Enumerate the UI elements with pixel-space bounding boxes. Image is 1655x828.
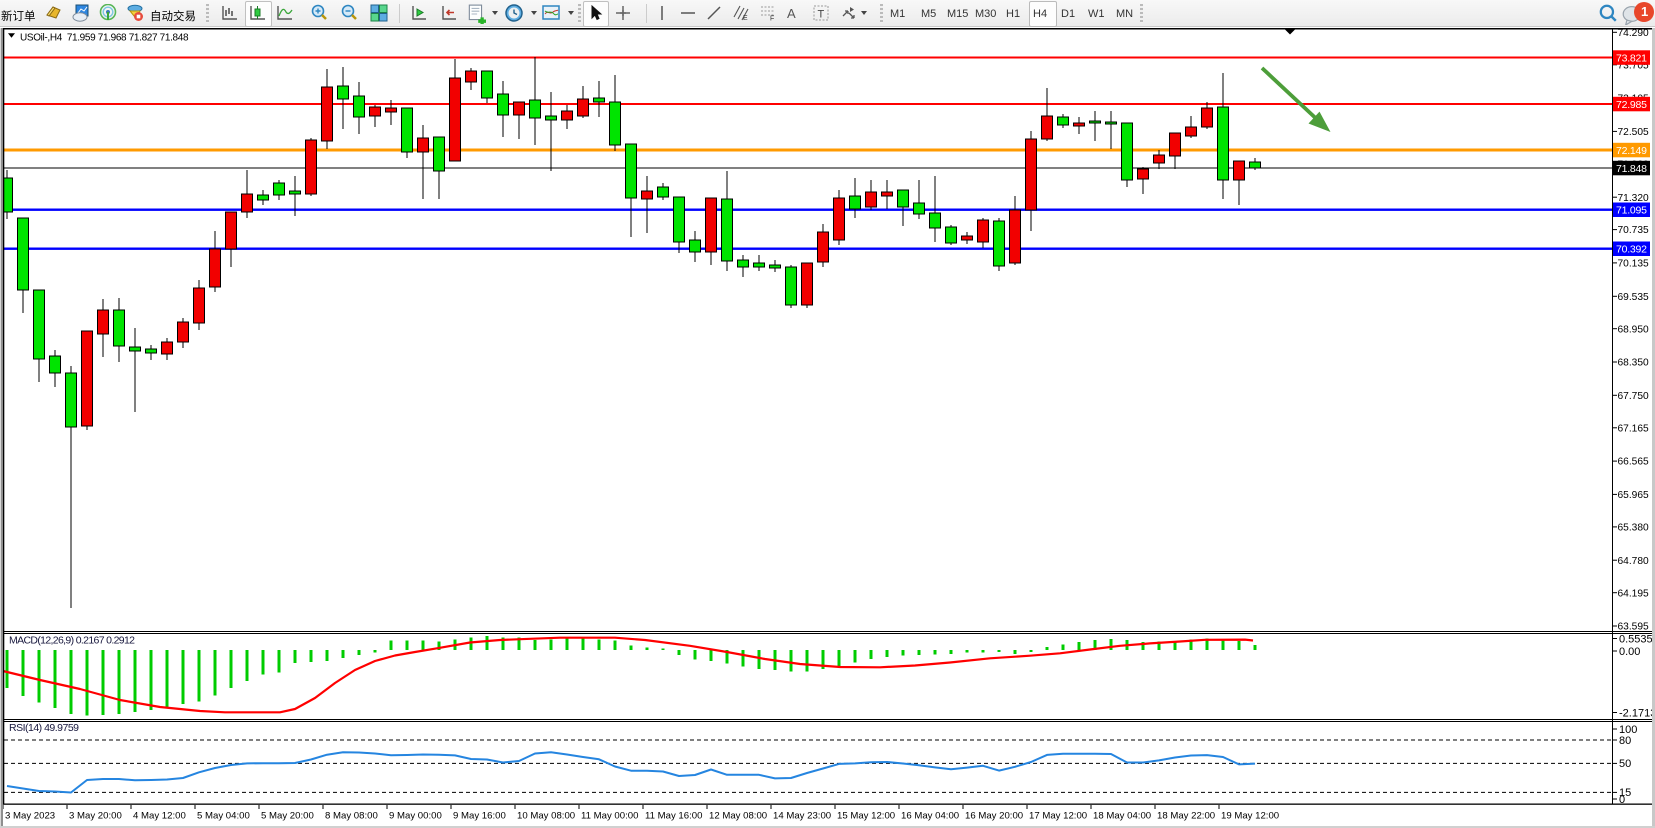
svg-text:72.985: 72.985 bbox=[1616, 99, 1647, 111]
svg-text:63.595: 63.595 bbox=[1618, 622, 1649, 633]
svg-text:100: 100 bbox=[1619, 724, 1637, 736]
svg-text:0.5535: 0.5535 bbox=[1619, 633, 1653, 645]
svg-text:71.320: 71.320 bbox=[1618, 193, 1649, 204]
svg-text:4 May 12:00: 4 May 12:00 bbox=[133, 811, 186, 822]
svg-text:73.821: 73.821 bbox=[1616, 52, 1647, 64]
svg-text:72.149: 72.149 bbox=[1616, 145, 1647, 157]
svg-text:9 May 16:00: 9 May 16:00 bbox=[453, 811, 506, 822]
svg-text:3 May 2023: 3 May 2023 bbox=[5, 811, 55, 822]
svg-text:11 May 00:00: 11 May 00:00 bbox=[581, 811, 638, 822]
svg-text:12 May 08:00: 12 May 08:00 bbox=[709, 811, 767, 822]
svg-text:0: 0 bbox=[1619, 794, 1625, 806]
svg-text:70.392: 70.392 bbox=[1616, 244, 1647, 256]
svg-text:14 May 23:00: 14 May 23:00 bbox=[773, 811, 831, 822]
svg-text:F: F bbox=[770, 16, 774, 23]
svg-text:15: 15 bbox=[1619, 787, 1631, 799]
svg-text:68.350: 68.350 bbox=[1618, 358, 1649, 369]
svg-text:64.780: 64.780 bbox=[1618, 556, 1649, 567]
svg-text:71.095: 71.095 bbox=[1616, 205, 1647, 217]
svg-text:10 May 08:00: 10 May 08:00 bbox=[517, 811, 575, 822]
svg-text:73.705: 73.705 bbox=[1618, 60, 1649, 71]
svg-text:18 May 22:00: 18 May 22:00 bbox=[1157, 811, 1215, 822]
svg-text:E: E bbox=[743, 15, 748, 22]
svg-text:67.750: 67.750 bbox=[1618, 391, 1649, 402]
svg-text:3 May 20:00: 3 May 20:00 bbox=[69, 811, 122, 822]
svg-text:18 May 04:00: 18 May 04:00 bbox=[1093, 811, 1151, 822]
svg-text:69.535: 69.535 bbox=[1618, 292, 1649, 303]
svg-text:16 May 04:00: 16 May 04:00 bbox=[901, 811, 959, 822]
svg-text:16 May 20:00: 16 May 20:00 bbox=[965, 811, 1023, 822]
svg-text:17 May 12:00: 17 May 12:00 bbox=[1029, 811, 1087, 822]
svg-text:72.505: 72.505 bbox=[1618, 127, 1649, 138]
svg-text:74.290: 74.290 bbox=[1618, 28, 1649, 39]
svg-text:T: T bbox=[818, 9, 825, 21]
svg-text:5 May 04:00: 5 May 04:00 bbox=[197, 811, 250, 822]
svg-text:9 May 00:00: 9 May 00:00 bbox=[389, 811, 442, 822]
svg-text:70.135: 70.135 bbox=[1618, 259, 1649, 270]
svg-text:15 May 12:00: 15 May 12:00 bbox=[837, 811, 895, 822]
svg-text:RSI(14) 49.9759: RSI(14) 49.9759 bbox=[9, 722, 79, 734]
svg-text:65.380: 65.380 bbox=[1618, 523, 1649, 534]
svg-text:68.950: 68.950 bbox=[1618, 324, 1649, 335]
svg-text:67.165: 67.165 bbox=[1618, 423, 1649, 434]
svg-text:66.565: 66.565 bbox=[1618, 457, 1649, 468]
svg-text:USOil-,H4 71.959 71.968 71.82: USOil-,H4 71.959 71.968 71.827 71.848 bbox=[20, 33, 189, 44]
svg-text:70.735: 70.735 bbox=[1618, 225, 1649, 236]
svg-text:50: 50 bbox=[1619, 758, 1631, 770]
svg-text:80: 80 bbox=[1619, 735, 1631, 747]
svg-text:0.00: 0.00 bbox=[1619, 646, 1640, 658]
svg-text:5 May 20:00: 5 May 20:00 bbox=[261, 811, 314, 822]
svg-text:11 May 16:00: 11 May 16:00 bbox=[645, 811, 702, 822]
svg-text:65.965: 65.965 bbox=[1618, 490, 1649, 501]
svg-text:MACD(12,26,9) 0.2167 0.2912: MACD(12,26,9) 0.2167 0.2912 bbox=[9, 635, 135, 647]
svg-text:19 May 12:00: 19 May 12:00 bbox=[1221, 811, 1279, 822]
svg-text:-2.1713: -2.1713 bbox=[1619, 707, 1655, 719]
svg-text:71.848: 71.848 bbox=[1616, 163, 1647, 175]
svg-text:8 May 08:00: 8 May 08:00 bbox=[325, 811, 378, 822]
svg-text:64.195: 64.195 bbox=[1618, 588, 1649, 599]
